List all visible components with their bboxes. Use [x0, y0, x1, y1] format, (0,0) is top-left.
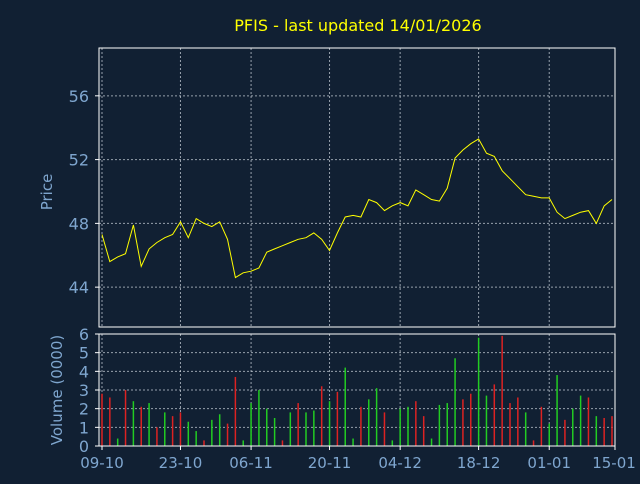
volume-y-tick-label: 0: [79, 437, 89, 456]
x-tick-label: 15-01: [592, 454, 636, 472]
volume-axis-label: Volume (0000): [48, 335, 66, 445]
price-y-tick-label: 44: [69, 278, 89, 297]
chart-title: PFIS - last updated 14/01/2026: [234, 16, 481, 35]
volume-y-tick-label: 4: [79, 362, 89, 381]
price-y-tick-label: 52: [69, 151, 89, 170]
price-y-tick-labels: 44 48 52 56: [69, 87, 99, 297]
x-tick-label: 23-10: [159, 454, 203, 472]
price-line: [101, 138, 613, 279]
x-tick-label: 06-11: [229, 454, 273, 472]
x-tick-label: 20-11: [308, 454, 352, 472]
x-tick-label: 09-10: [80, 454, 124, 472]
volume-y-tick-label: 3: [79, 381, 89, 400]
x-tick-label: 18-12: [457, 454, 501, 472]
volume-bars: [101, 335, 613, 446]
x-tick-labels: 09-10 23-10 06-11 20-11 04-12 18-12 01-01 15-01: [80, 446, 636, 472]
volume-y-tick-label: 2: [79, 400, 89, 419]
x-tick-label: 04-12: [378, 454, 422, 472]
price-axis-label: Price: [38, 174, 56, 211]
price-panel-frame: [98, 47, 616, 328]
price-y-tick-label: 48: [69, 214, 89, 233]
x-tick-label: 01-01: [527, 454, 571, 472]
volume-y-tick-label: 6: [79, 325, 89, 344]
price-y-tick-label: 56: [69, 87, 89, 106]
volume-y-tick-label: 1: [79, 418, 89, 437]
volume-y-tick-label: 5: [79, 344, 89, 363]
